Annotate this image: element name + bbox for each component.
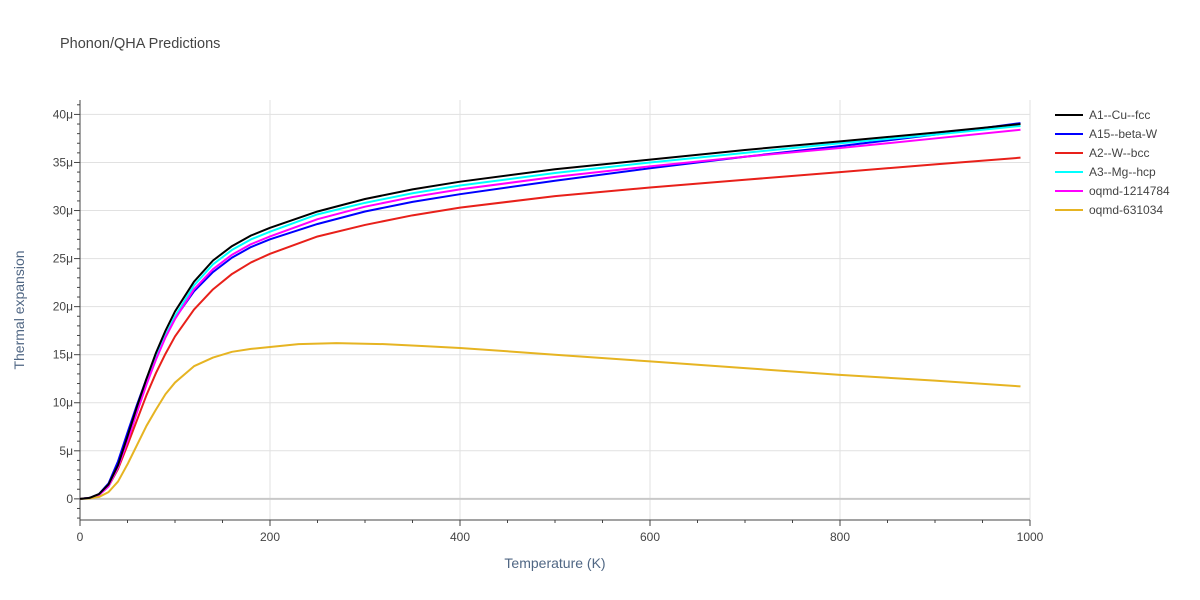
y-tick-label: 0 [66,492,73,506]
legend-label: A2--W--bcc [1089,146,1149,160]
x-tick-label: 600 [640,530,660,544]
series-line-A1--Cu--fcc [79,123,1021,500]
x-tick-label: 400 [450,530,470,544]
y-tick-label: 5μ [59,444,73,458]
x-tick-label: 200 [260,530,280,544]
legend-label: A15--beta-W [1089,127,1158,141]
x-tick-label: 800 [830,530,850,544]
legend-label: A1--Cu--fcc [1089,108,1150,122]
series-line-A2--W--bcc [79,156,1021,500]
legend[interactable]: A1--Cu--fcc A15--beta-W A2--W--bcc A3--Mg--… [1055,108,1170,217]
legend-label: oqmd-631034 [1089,203,1163,217]
legend-label: oqmd-1214784 [1089,184,1170,198]
axis-layer: 0 200 400 600 800 1000 0 5μ 10μ 15μ 20μ 25μ 30μ 35μ 40… [53,100,1044,544]
series-line-oqmd-1214784 [79,128,1021,500]
legend-item[interactable]: oqmd-1214784 [1055,184,1170,198]
series-layer [79,122,1021,500]
y-tick-label: 10μ [53,396,73,410]
chart-title: Phonon/QHA Predictions [60,36,221,52]
y-tick-label: 15μ [53,348,73,362]
legend-item[interactable]: A1--Cu--fcc [1055,108,1150,122]
x-axis-title: Temperature (K) [504,555,605,571]
legend-item[interactable]: A2--W--bcc [1055,146,1149,160]
legend-item[interactable]: A15--beta-W [1055,127,1158,141]
y-tick-label: 20μ [53,300,73,314]
y-tick-label: 30μ [53,204,73,218]
series-line-A15--beta-W [79,122,1021,500]
y-tick-label: 40μ [53,107,73,121]
x-tick-label: 1000 [1017,530,1044,544]
x-tick-label: 0 [77,530,84,544]
grid-layer [80,100,1031,520]
y-axis-title: Thermal expansion [11,250,27,369]
legend-item[interactable]: oqmd-631034 [1055,203,1163,217]
y-tick-label: 25μ [53,252,73,266]
series-line-oqmd-631034 [79,342,1021,500]
y-tick-label: 35μ [53,155,73,169]
legend-label: A3--Mg--hcp [1089,165,1156,179]
legend-item[interactable]: A3--Mg--hcp [1055,165,1156,179]
